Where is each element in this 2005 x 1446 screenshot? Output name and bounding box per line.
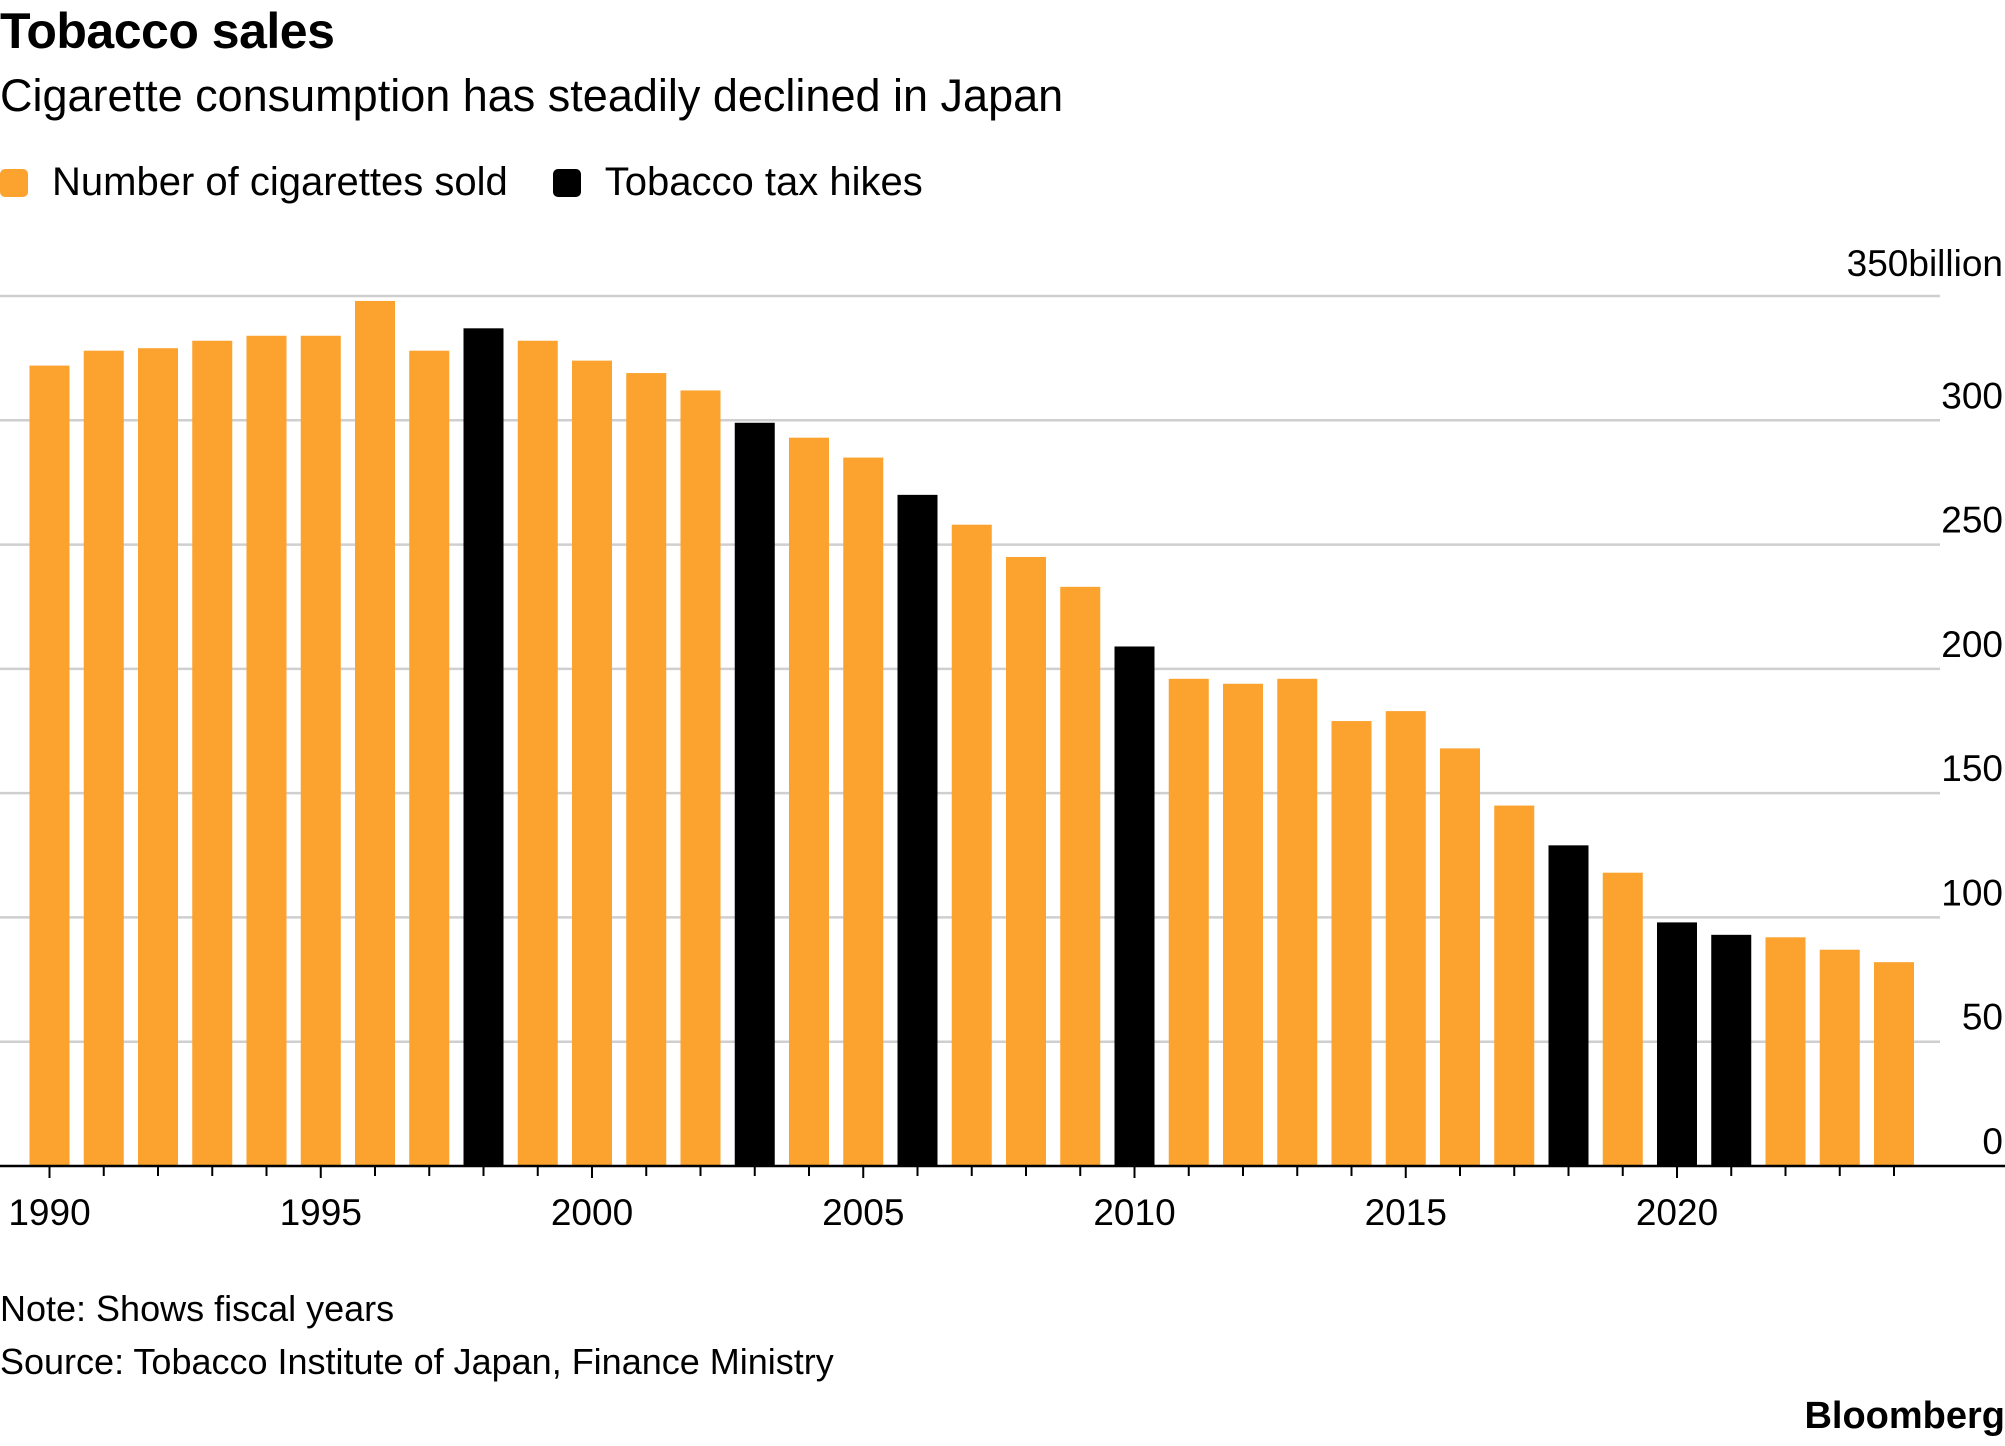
x-tick-label: 1995 — [280, 1192, 362, 1233]
bar — [1874, 962, 1914, 1166]
bar-tax-hike — [1548, 845, 1589, 1166]
y-tick-label: 100 — [1941, 872, 2003, 913]
legend-label-sold: Number of cigarettes sold — [52, 160, 508, 204]
bar — [300, 335, 341, 1166]
x-tick-label: 2000 — [551, 1192, 633, 1233]
chart-subtitle: Cigarette consumption has steadily decli… — [0, 70, 1064, 121]
bar — [83, 350, 124, 1167]
bar — [951, 524, 992, 1166]
bar — [1765, 937, 1806, 1166]
y-tick-label: 350billion — [1847, 243, 2003, 284]
x-tick-label: 2020 — [1636, 1192, 1718, 1233]
bar — [517, 340, 558, 1166]
bar — [192, 340, 233, 1166]
bar — [626, 373, 667, 1166]
bar-tax-hike — [897, 494, 938, 1166]
x-tick-label: 2005 — [822, 1192, 904, 1233]
y-tick-label: 150 — [1941, 748, 2003, 789]
y-tick-label: 0 — [1982, 1121, 2003, 1162]
bar — [1060, 586, 1101, 1166]
chart-title: Tobacco sales — [0, 3, 335, 59]
chart-source: Source: Tobacco Institute of Japan, Fina… — [0, 1341, 834, 1382]
bar — [572, 360, 612, 1167]
y-tick-label: 200 — [1941, 624, 2003, 665]
bar-tax-hike — [1114, 646, 1155, 1166]
bar — [409, 350, 450, 1167]
bar — [1006, 557, 1046, 1166]
bar — [789, 437, 829, 1167]
bar — [1385, 711, 1426, 1166]
bar — [246, 335, 287, 1166]
chart-note: Note: Shows fiscal years — [0, 1288, 395, 1329]
bloomberg-logo: Bloomberg — [1804, 1395, 2005, 1437]
y-tick-label: 300 — [1941, 375, 2003, 416]
bar — [1168, 678, 1209, 1166]
bar-chart: 0 50 100 150 200 250 300 350billion 1990 1995 2000… — [0, 243, 2005, 1233]
bar — [1494, 805, 1535, 1166]
x-tick-label: 1990 — [8, 1192, 90, 1233]
bar-tax-hike — [1711, 934, 1752, 1166]
bar — [1440, 748, 1480, 1166]
x-tick-label: 2015 — [1365, 1192, 1447, 1233]
x-tick-label: 2010 — [1093, 1192, 1175, 1233]
legend: Number of cigarettes sold Tobacco tax hi… — [0, 160, 968, 205]
bar — [29, 365, 70, 1167]
bar-tax-hike — [734, 422, 775, 1166]
legend-label-tax-hikes: Tobacco tax hikes — [604, 160, 923, 204]
bar — [1819, 949, 1860, 1166]
y-tick-label: 50 — [1962, 997, 2003, 1038]
bar — [1602, 872, 1643, 1166]
legend-item-sold: Number of cigarettes sold — [0, 160, 508, 205]
y-tick-label: 250 — [1941, 500, 2003, 541]
bar — [680, 390, 721, 1166]
legend-swatch-tax-hikes — [552, 168, 581, 197]
bar — [1277, 678, 1318, 1166]
bar — [1331, 721, 1372, 1166]
bar-tax-hike — [1657, 922, 1697, 1166]
legend-swatch-sold — [0, 168, 28, 197]
bar — [843, 457, 884, 1167]
legend-item-tax-hikes: Tobacco tax hikes — [552, 160, 923, 205]
bar — [355, 300, 395, 1166]
bar — [1223, 683, 1263, 1166]
bar — [138, 348, 178, 1166]
bar-tax-hike — [463, 328, 504, 1166]
